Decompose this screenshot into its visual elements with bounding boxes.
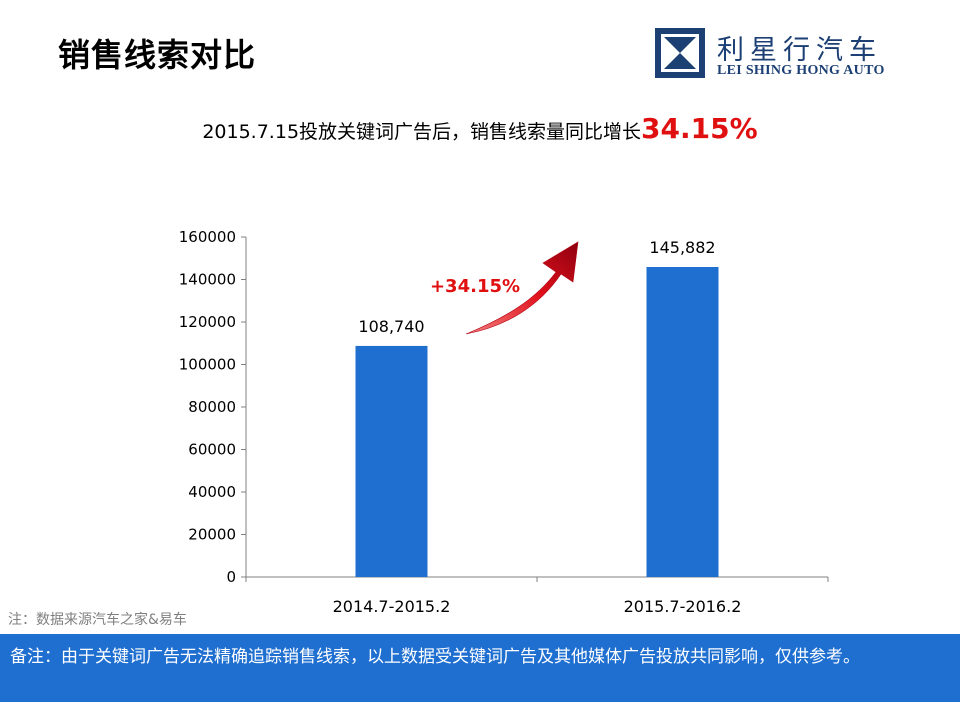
bar-data-label: 108,740 — [358, 317, 424, 336]
y-tick-label: 100000 — [179, 356, 236, 374]
headline: 2015.7.15投放关键词广告后，销售线索量同比增长34.15% — [0, 112, 960, 145]
x-category-label: 2014.7-2015.2 — [333, 597, 451, 616]
y-tick-label: 140000 — [179, 271, 236, 289]
y-tick-label: 40000 — [188, 483, 236, 501]
logo-name-cn: 利星行汽车 — [717, 35, 882, 66]
y-tick-label: 160000 — [179, 228, 236, 246]
logo-hourglass-icon — [655, 28, 705, 78]
y-tick-label: 80000 — [188, 398, 236, 416]
y-tick-label: 0 — [226, 568, 236, 586]
page-title: 销售线索对比 — [58, 36, 257, 74]
footnote-text: 备注：由于关键词广告无法精确追踪销售线索，以上数据受关键词广告及其他媒体广告投放… — [10, 647, 860, 667]
footnote-banner: 备注：由于关键词广告无法精确追踪销售线索，以上数据受关键词广告及其他媒体广告投放… — [0, 634, 960, 702]
bar — [646, 267, 719, 577]
bar-chart: 0 20000 40000 60000 80000 100000 120000 140000 1… — [179, 228, 829, 616]
growth-annotation: +34.15% — [430, 276, 520, 297]
headline-highlight: 34.15% — [641, 112, 758, 145]
y-tick-label: 120000 — [179, 313, 236, 331]
bar-data-label: 145,882 — [649, 238, 715, 257]
growth-arrow-icon — [465, 241, 579, 335]
y-tick-label: 60000 — [188, 441, 236, 459]
y-tick-label: 20000 — [188, 526, 236, 544]
bar — [355, 345, 428, 577]
headline-text: 2015.7.15投放关键词广告后，销售线索量同比增长 — [202, 121, 642, 143]
x-category-label: 2015.7-2016.2 — [624, 597, 742, 616]
company-logo: 利星行汽车 LEI SHING HONG AUTO — [655, 28, 925, 82]
logo-name-en: LEI SHING HONG AUTO — [717, 63, 885, 78]
source-note: 注：数据来源汽车之家&易车 — [8, 612, 187, 628]
